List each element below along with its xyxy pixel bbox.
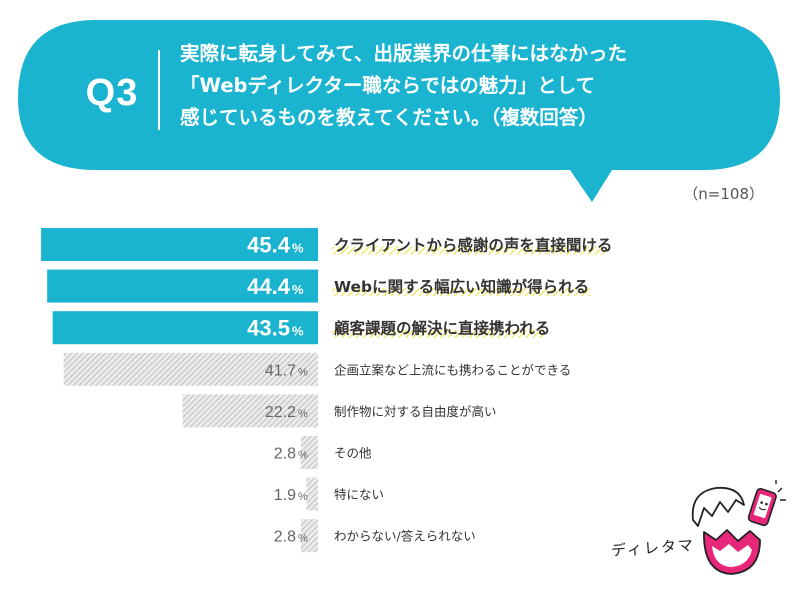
- category-label: 特にない: [334, 487, 384, 502]
- value-label: 44.4: [247, 274, 291, 299]
- unit-label: %: [298, 408, 308, 420]
- unit-label: %: [298, 533, 308, 545]
- value-label: 1.9: [274, 487, 296, 504]
- category-label: Webに関する幅広い知識が得られる: [334, 277, 589, 296]
- category-highlight-marker: [332, 329, 545, 338]
- value-label: 2.8: [274, 529, 296, 546]
- value-label: 43.5: [247, 316, 290, 341]
- category-label: クライアントから感謝の声を直接聞ける: [334, 236, 612, 255]
- egg-shell-bottom-inner: [712, 544, 752, 567]
- unit-label: %: [292, 324, 304, 339]
- category-label: わからない/答えられない: [334, 529, 476, 544]
- sample-size: （n=108）: [683, 185, 764, 203]
- question-line: 「Webディレクター職ならではの魅力」として: [180, 74, 596, 97]
- question-text: 実際に転身してみて、出版業界の仕事にはなかった 「Webディレクター職ならではの…: [180, 38, 720, 134]
- unit-label: %: [292, 282, 304, 297]
- category-label: 制作物に対する自由度が高い: [334, 404, 497, 419]
- category-label: その他: [334, 446, 372, 461]
- value-label: 45.4: [247, 233, 291, 258]
- category-highlight-marker: [332, 288, 591, 297]
- category-highlight-marker: [332, 246, 606, 255]
- unit-label: %: [298, 366, 308, 378]
- category-label: 顧客課題の解決に直接携われる: [334, 319, 550, 338]
- question-bubble: [18, 20, 780, 202]
- sparkle-icon: [775, 480, 786, 501]
- bar: [300, 436, 318, 469]
- question-bubble-shape: [18, 20, 780, 202]
- egg-shell-top: [691, 486, 745, 527]
- question-line: 実際に転身してみて、出版業界の仕事にはなかった: [180, 42, 627, 65]
- bar: [63, 352, 318, 386]
- question-number: Q3: [85, 72, 139, 114]
- chart-marks: 45.4% クライアントから感謝の声を直接聞ける 44.4% Webに関する幅広い知識…: [41, 228, 612, 553]
- bar-highlighted: [41, 228, 319, 261]
- bar: [306, 477, 318, 511]
- bar-highlighted: [52, 311, 319, 345]
- question-line: 感じているものを教えてください。（複数回答）: [180, 106, 598, 129]
- value-label: 2.8: [274, 446, 296, 463]
- value-label: 41.7: [265, 362, 296, 379]
- bar-highlighted: [47, 269, 318, 303]
- category-label: 企画立案など上流にも携わることができる: [334, 362, 571, 377]
- unit-label: %: [298, 450, 308, 462]
- unit-label: %: [298, 491, 308, 503]
- question-divider: [158, 50, 160, 130]
- value-label: 22.2: [265, 404, 296, 421]
- unit-label: %: [292, 241, 304, 256]
- mascot-illustration: [691, 480, 786, 575]
- bar: [300, 519, 318, 553]
- bar: [182, 394, 318, 428]
- phone-icon: [747, 488, 777, 527]
